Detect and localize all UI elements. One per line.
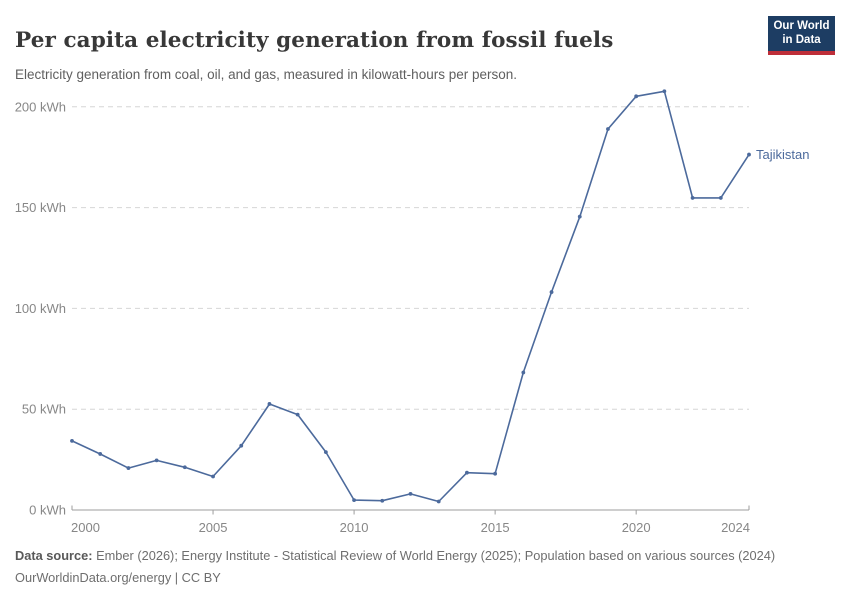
data-point-2002 — [126, 466, 131, 470]
x-tick-label-2005: 2005 — [199, 520, 228, 535]
data-point-2007 — [267, 402, 272, 406]
data-point-2015 — [493, 471, 498, 476]
data-point-2010 — [352, 498, 356, 503]
y-tick-label-0: 0 kWh — [29, 503, 66, 518]
data-point-2009 — [323, 450, 328, 455]
y-tick-label-150: 150 kWh — [15, 200, 66, 215]
data-point-2003 — [154, 458, 159, 463]
data-point-2022 — [690, 196, 695, 200]
y-tick-label-200: 200 kWh — [15, 99, 66, 114]
data-point-2019 — [606, 127, 610, 131]
data-point-2018 — [577, 214, 582, 219]
chart-subtitle: Electricity generation from coal, oil, a… — [15, 66, 517, 82]
data-point-2001 — [98, 452, 103, 456]
data-point-2013 — [436, 499, 441, 504]
owid-logo-line1: Our World — [773, 20, 830, 32]
data-point-2004 — [182, 465, 187, 470]
x-tick-label-2010: 2010 — [340, 520, 369, 535]
y-tick-label-100: 100 kWh — [15, 301, 66, 316]
x-tick-label-2024: 2024 — [721, 520, 750, 535]
data-point-2011 — [380, 498, 385, 503]
data-point-2023 — [718, 196, 723, 200]
x-tick-label-2020: 2020 — [622, 520, 651, 535]
x-tick-label-2000: 2000 — [71, 520, 100, 535]
data-point-2021 — [662, 89, 667, 94]
data-point-2008 — [295, 412, 300, 417]
data-point-2024 — [747, 152, 751, 157]
y-tick-label-50: 50 kWh — [22, 402, 66, 417]
entity-label-tajikistan[interactable]: Tajikistan — [756, 147, 809, 162]
data-point-2016 — [521, 370, 526, 375]
data-point-2014 — [465, 470, 469, 475]
data-point-2006 — [239, 443, 244, 448]
owid-logo-line2: in Data — [782, 34, 821, 46]
datasource-line[interactable]: Data source: Ember (2026); Energy Instit… — [15, 545, 835, 567]
data-point-2000 — [70, 438, 74, 443]
data-point-2020 — [634, 94, 639, 99]
data-point-2012 — [408, 491, 413, 496]
datasource-label: Data source: — [15, 548, 93, 563]
tajikistan-line — [71, 90, 750, 503]
chart-footer: Data source: Ember (2026); Energy Instit… — [15, 545, 835, 589]
x-tick-label-2015: 2015 — [481, 520, 510, 535]
owid-logo[interactable]: Our World in Data — [768, 16, 835, 55]
datasource-text: Ember (2026); Energy Institute - Statist… — [92, 548, 776, 563]
data-point-2005 — [211, 474, 215, 479]
license-line[interactable]: OurWorldinData.org/energy | CC BY — [15, 570, 221, 585]
data-point-2017 — [549, 290, 554, 294]
page-title: Per capita electricity generation from f… — [15, 28, 614, 54]
